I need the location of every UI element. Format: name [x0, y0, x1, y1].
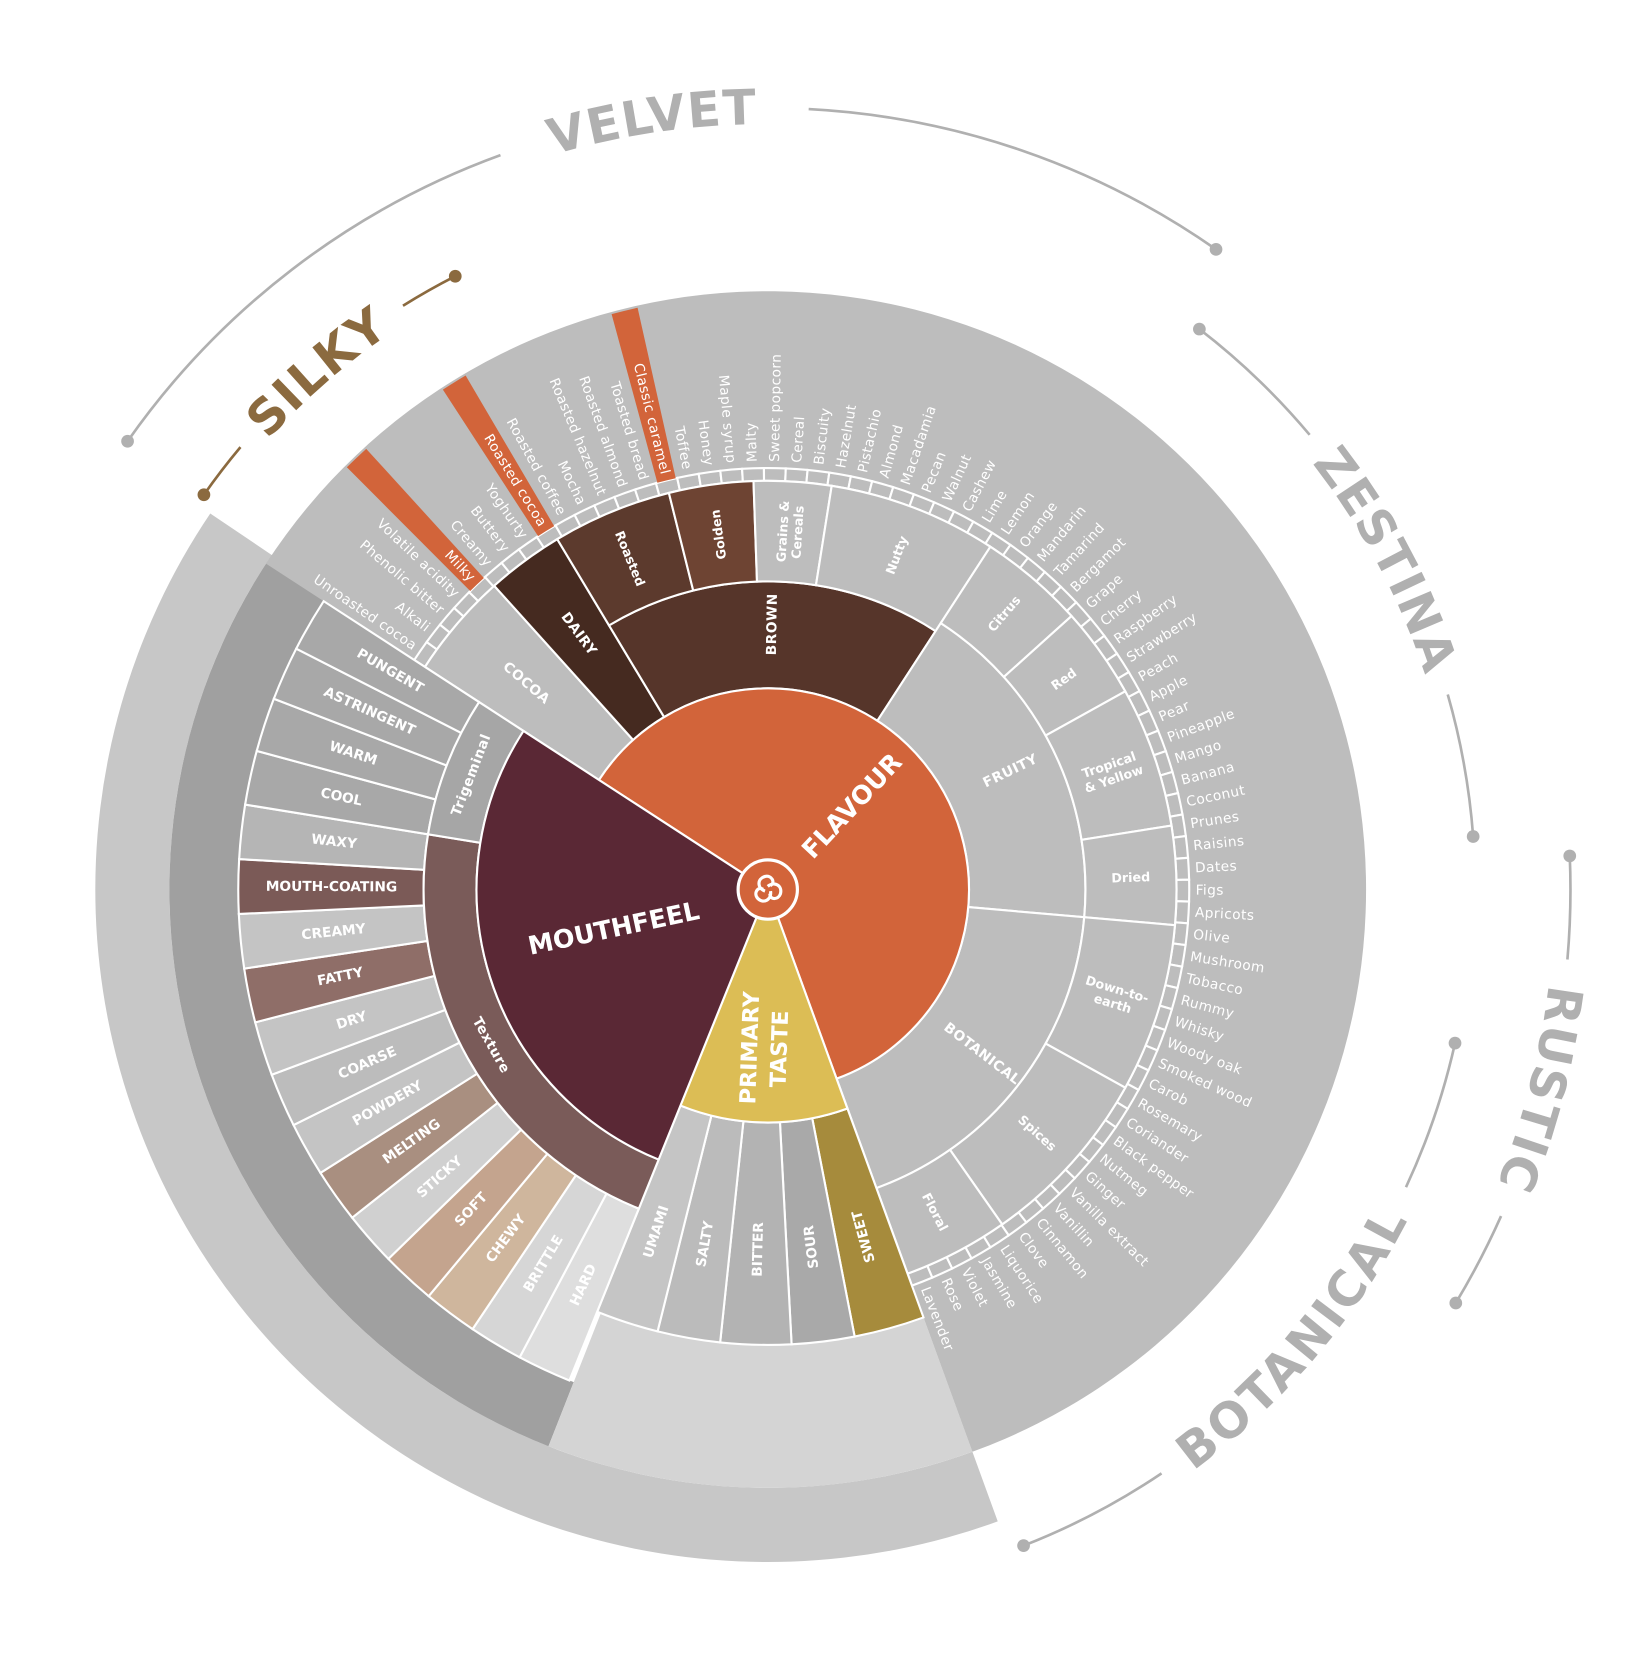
arc-dot — [1466, 830, 1480, 843]
note-tick — [1174, 856, 1191, 882]
flavour-note: Cereal — [789, 416, 808, 464]
arc-dot — [121, 434, 134, 448]
arc-dot — [1017, 1539, 1030, 1553]
arc-dot — [1209, 242, 1223, 256]
arc-label: SILKY — [236, 296, 399, 448]
arc-line — [126, 153, 501, 443]
flavour-note: Biscuity — [811, 407, 834, 466]
arc-line — [1198, 328, 1311, 436]
flavour-subgroup-label: Golden — [707, 509, 729, 561]
primary-taste-label: SOUR — [801, 1224, 822, 1269]
flavour-note: Apricots — [1195, 905, 1255, 924]
outer-band — [95, 513, 998, 1562]
arc-label-text: SILKY — [236, 296, 397, 448]
arc-line — [1566, 855, 1572, 960]
arc-line — [1023, 1472, 1163, 1547]
mouthfeel-note-label: WAXY — [310, 831, 358, 852]
core-label: PRIMARY — [735, 990, 765, 1105]
arc-dot — [1193, 322, 1206, 336]
mouthfeel-note-label: MOUTH-COATING — [266, 879, 397, 896]
flavour-note: Sweet popcorn — [767, 354, 785, 462]
flavour-group-label: BROWN — [764, 593, 781, 655]
logo — [736, 858, 799, 921]
label-line: Golden — [707, 509, 729, 561]
note-tick — [762, 467, 787, 483]
note-tick — [1175, 878, 1191, 903]
flavour-note: Dates — [1195, 858, 1238, 876]
arc-label: RUSTIC — [1486, 982, 1593, 1201]
arc-dot — [1563, 849, 1577, 863]
flavour-note: Prunes — [1189, 809, 1240, 832]
arc-label-text: RUSTIC — [1486, 982, 1591, 1201]
flavour-note: Raisins — [1193, 833, 1246, 854]
note-tick — [740, 467, 766, 483]
arc-line — [808, 107, 1217, 251]
taste-band — [548, 1313, 973, 1488]
flavour-note: Figs — [1196, 883, 1224, 899]
flavour-note: Malty — [743, 422, 760, 462]
primary-taste-label: BITTER — [750, 1222, 767, 1277]
arc-dot — [1448, 1036, 1462, 1050]
arc-label-text: VELVET — [541, 80, 756, 166]
flavour-note: Honey — [694, 419, 716, 467]
arc-label: ZESTINA — [1302, 437, 1467, 681]
arc-line — [1454, 1215, 1503, 1304]
arc-label: VELVET — [541, 80, 758, 166]
flavour-subgroup-label: Grains &Cereals — [773, 500, 807, 563]
arc-line — [1404, 1042, 1457, 1188]
core-label: TASTE — [765, 1010, 794, 1088]
arc-dot — [448, 269, 462, 283]
note-highlight — [611, 307, 676, 483]
arc-dot — [197, 488, 211, 502]
logo-curl — [754, 886, 773, 903]
arc-line — [1446, 694, 1475, 837]
label-line: Grains & — [773, 500, 792, 562]
arc-dot — [1449, 1296, 1463, 1310]
mouthfeel-band — [169, 554, 574, 1447]
label-line: Dried — [1111, 869, 1150, 885]
note-highlight — [346, 448, 484, 592]
primary-taste-core — [679, 886, 849, 1124]
arc-label-text: ZESTINA — [1302, 437, 1465, 681]
logo-curl — [757, 874, 775, 893]
label-line: Cereals — [788, 505, 806, 559]
note-highlight — [442, 375, 555, 537]
mouthfeel-note-label: CREAMY — [301, 921, 368, 943]
primary-taste-title: PRIMARY TASTE — [735, 990, 794, 1105]
flavour-note: Olive — [1192, 927, 1231, 947]
flavour-subgroup-label: Dried — [1111, 869, 1150, 885]
arc-line — [202, 446, 242, 496]
mouthfeel-core — [475, 729, 770, 1161]
flavour-note: Maple syrup — [715, 374, 739, 464]
arc-line — [402, 275, 456, 307]
